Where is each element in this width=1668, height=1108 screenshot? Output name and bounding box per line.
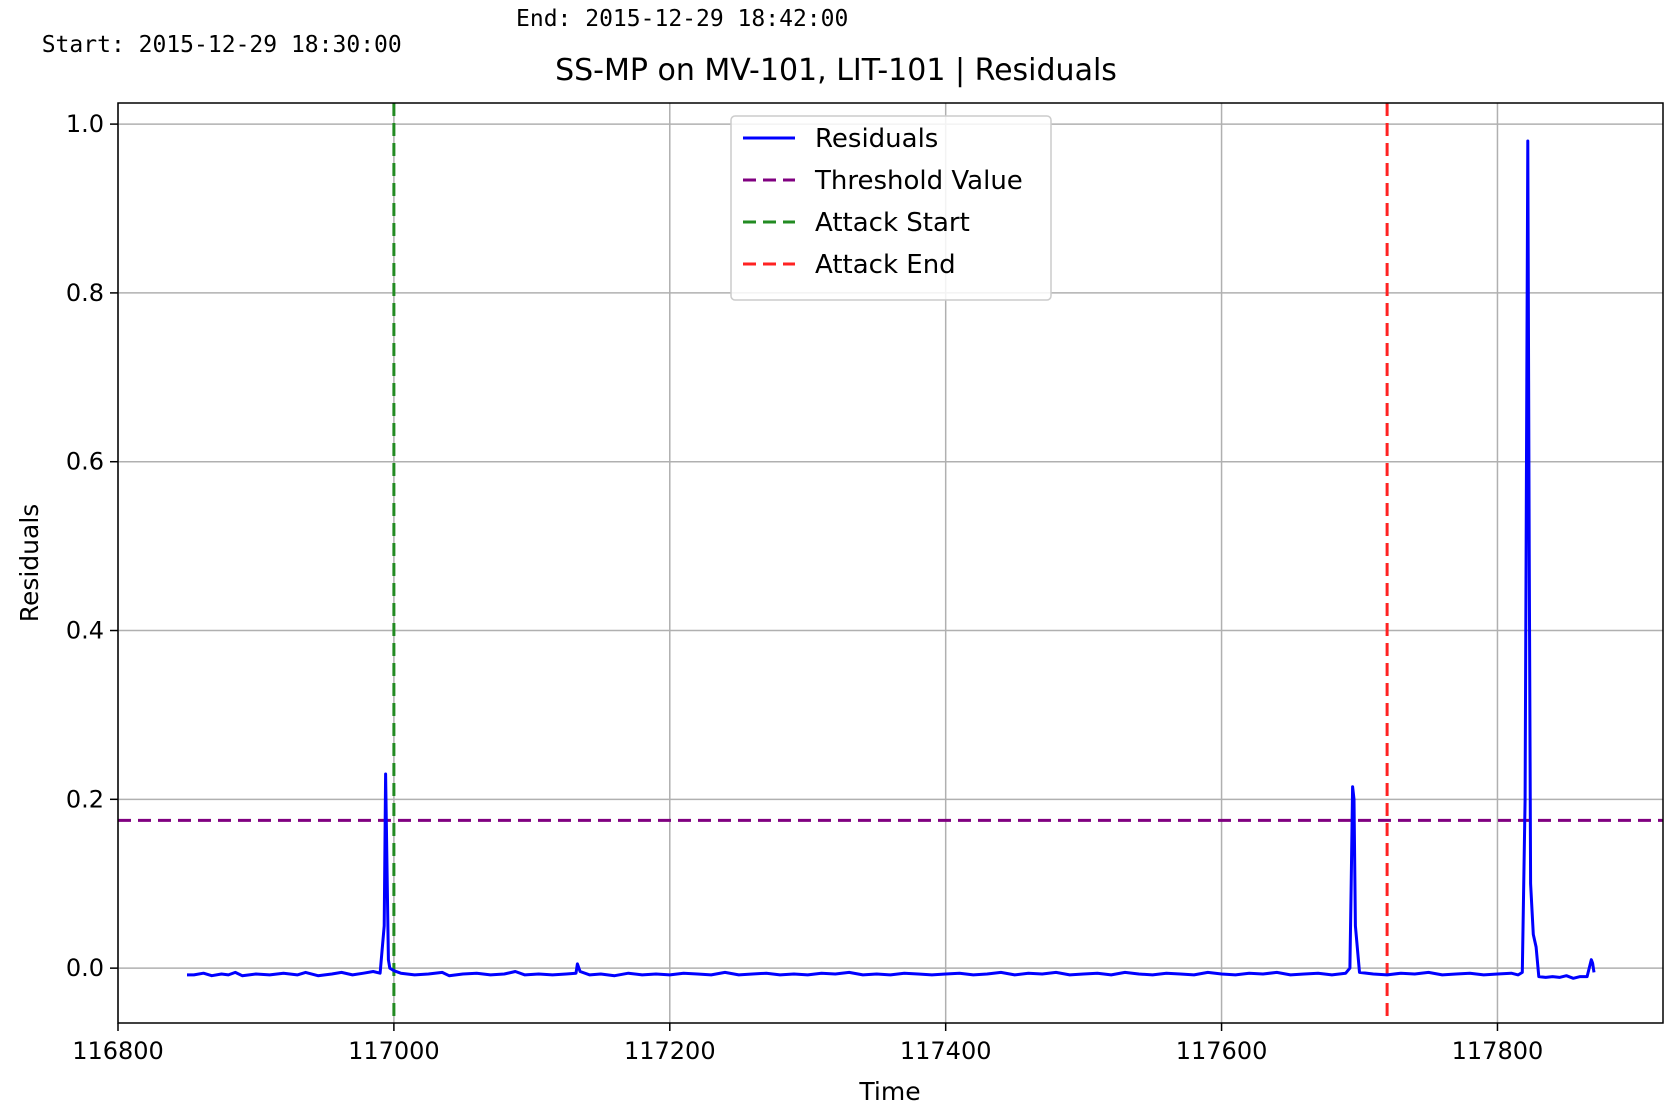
series-layer: [187, 139, 1596, 980]
y-tick-label: 0.6: [66, 448, 104, 476]
y-tick-label: 1.0: [66, 110, 104, 138]
y-tick-label: 0.0: [66, 954, 104, 982]
start-time-label: Start: 2015-12-29 18:30:00: [41, 32, 402, 58]
y-tick-label: 0.4: [66, 617, 104, 645]
legend-label: Threshold Value: [814, 166, 1023, 196]
plot-frame: [117, 102, 1664, 1024]
residuals-series-line: [187, 139, 1596, 980]
legend-box: [730, 115, 1052, 301]
x-axis-label: Time: [858, 1077, 920, 1106]
x-tick-label: 117600: [1176, 1037, 1268, 1065]
reference-lines: [118, 103, 1663, 1023]
chart-title: SS-MP on MV-101, LIT-101 | Residuals: [555, 53, 1117, 88]
legend-label: Residuals: [815, 124, 938, 154]
legend-label: Attack Start: [815, 208, 970, 238]
y-tick-label: 0.2: [66, 785, 104, 813]
x-tick-label: 116800: [72, 1037, 164, 1065]
x-tick-label: 117200: [624, 1037, 716, 1065]
y-axis-label: Residuals: [15, 504, 44, 623]
legend: Residuals Threshold Value Attack Start Atta…: [730, 115, 1052, 301]
x-tick-label: 117000: [348, 1037, 440, 1065]
end-time-label: End: 2015-12-29 18:42:00: [516, 6, 849, 32]
legend-label: Attack End: [815, 250, 956, 280]
axis-ticks: 116800 117000 117200 117400 117600 117800 0.0 0…: [66, 110, 1543, 1065]
y-tick-label: 0.8: [66, 279, 104, 307]
x-tick-label: 117800: [1452, 1037, 1544, 1065]
time-range-header: Start: 2015-12-29 18:30:00 End: 2015-12-…: [14, 6, 849, 58]
x-tick-label: 117400: [900, 1037, 992, 1065]
